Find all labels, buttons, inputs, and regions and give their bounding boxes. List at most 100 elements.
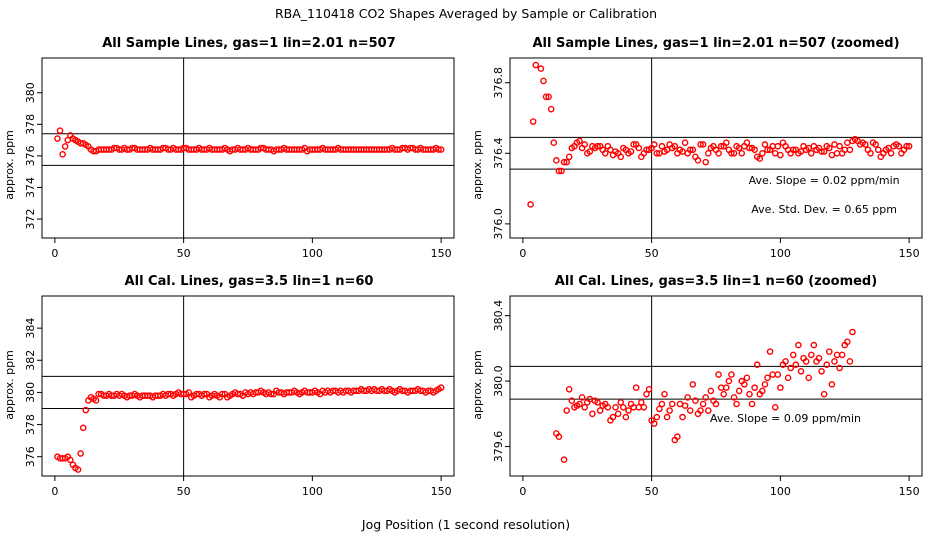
data-point [67, 456, 74, 464]
data-point [774, 142, 782, 150]
data-point [789, 146, 797, 154]
data-point [769, 371, 776, 378]
data-point [759, 149, 766, 157]
data-point [638, 399, 645, 406]
data-point [807, 351, 815, 359]
data-point [540, 77, 547, 85]
data-point [833, 351, 841, 359]
data-point [679, 413, 686, 421]
data-point [905, 142, 913, 150]
y-tick-label: 380.0 [492, 365, 505, 397]
y-tick-label: 379.6 [492, 431, 505, 463]
x-tick-label: 150 [899, 247, 920, 260]
data-point [54, 135, 61, 142]
data-point [774, 371, 782, 378]
data-point [820, 148, 828, 155]
data-point [792, 361, 800, 369]
data-point [717, 384, 725, 391]
data-point [702, 158, 710, 166]
data-point [632, 384, 640, 391]
data-point [730, 394, 738, 401]
data-point [723, 384, 730, 391]
data-point [818, 367, 825, 375]
figure-xlabel: Jog Position (1 second resolution) [361, 517, 570, 532]
plot-frame [41, 295, 455, 477]
data-points [527, 61, 913, 208]
data-point [555, 167, 563, 175]
data-point [818, 148, 825, 155]
data-point [728, 371, 735, 378]
data-point [759, 387, 766, 395]
data-point [699, 400, 707, 408]
data-point [604, 403, 612, 411]
data-point [686, 407, 694, 414]
x-tick-label: 0 [51, 247, 58, 260]
x-tick-label: 50 [645, 247, 659, 260]
data-point [82, 406, 90, 414]
panel-cal-lines: All Cal. Lines, gas=3.5 lin=1 n=60 appro… [3, 274, 455, 498]
data-point [697, 407, 704, 414]
data-point [79, 424, 87, 432]
data-point [594, 399, 601, 406]
data-point [746, 390, 753, 398]
data-point [761, 381, 769, 388]
data-point [547, 105, 555, 113]
data-point [437, 146, 445, 153]
data-point [795, 341, 802, 349]
data-point [820, 390, 828, 398]
data-point [836, 142, 843, 150]
data-point [862, 141, 869, 148]
data-point [558, 167, 565, 175]
data-point [686, 146, 694, 154]
data-point [831, 141, 838, 148]
data-point [707, 387, 715, 395]
data-point [704, 407, 712, 414]
data-point [771, 149, 779, 157]
data-point [766, 348, 774, 355]
data-point [681, 139, 689, 147]
data-point [594, 142, 601, 150]
data-point [730, 149, 738, 157]
data-point [735, 387, 743, 395]
data-point [650, 420, 658, 427]
data-point [59, 151, 66, 158]
data-point [565, 385, 573, 393]
y-tick-label: 376.0 [492, 208, 505, 240]
y-tick-label: 374 [24, 177, 37, 198]
data-point [715, 371, 722, 378]
data-point [435, 146, 442, 153]
data-point [753, 361, 761, 369]
x-tick-label: 100 [302, 485, 323, 498]
data-point [545, 93, 552, 101]
data-point [645, 385, 653, 393]
data-point [635, 144, 643, 152]
data-point [844, 338, 851, 346]
data-point [537, 65, 545, 72]
data-point [743, 374, 751, 382]
x-tick-label: 100 [770, 485, 791, 498]
data-points [54, 127, 445, 158]
data-point [733, 400, 740, 408]
data-point [704, 149, 712, 157]
data-point [802, 358, 810, 365]
data-point [671, 142, 679, 150]
data-point [267, 390, 275, 398]
data-point [658, 400, 666, 408]
data-point [653, 149, 661, 157]
data-point [674, 433, 681, 441]
plot-frame [509, 295, 923, 477]
data-point [640, 403, 648, 411]
data-point [694, 157, 702, 164]
data-point [74, 466, 82, 473]
data-point [650, 141, 658, 148]
data-point [782, 358, 789, 365]
data-point [836, 364, 843, 372]
data-point [797, 367, 805, 375]
data-point [568, 397, 576, 405]
data-point [846, 146, 854, 154]
data-points [553, 328, 856, 463]
data-point [697, 141, 704, 148]
y-tick-label: 380 [24, 82, 37, 103]
data-point [741, 381, 748, 388]
panel-title: All Cal. Lines, gas=3.5 lin=1 n=60 (zoom… [555, 274, 877, 289]
